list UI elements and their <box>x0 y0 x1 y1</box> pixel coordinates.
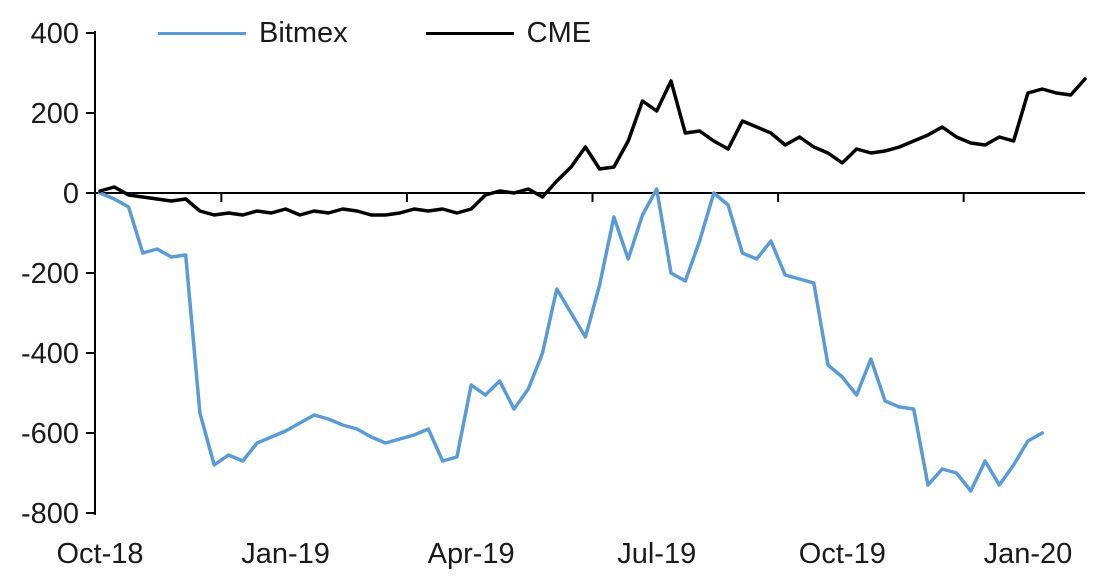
y-axis-label: -400 <box>21 338 79 370</box>
x-axis-label: Jul-19 <box>617 538 696 570</box>
bitmex-line-swatch <box>158 31 246 35</box>
x-axis-label: Oct-18 <box>56 538 143 570</box>
y-axis-label: -600 <box>21 418 79 450</box>
legend-label-bitmex: Bitmex <box>259 17 348 49</box>
legend-item-cme[interactable]: CME <box>425 16 592 50</box>
cme-series-line <box>98 77 1087 217</box>
y-axis-label: -800 <box>21 498 79 530</box>
legend-item-bitmex[interactable]: Bitmex <box>158 16 348 50</box>
x-axis-label: Jan-20 <box>984 538 1073 570</box>
x-axis-label: Apr-19 <box>428 538 515 570</box>
y-axis-label: 400 <box>31 18 79 50</box>
x-axis-label: Jan-19 <box>241 538 330 570</box>
x-axis-label: Oct-19 <box>799 538 886 570</box>
y-axis-label: 0 <box>63 178 79 210</box>
cme-line-swatch <box>425 31 514 35</box>
legend-label-cme: CME <box>526 17 592 49</box>
bitmex-series-line <box>98 187 1044 493</box>
chart-legend: Bitmex CME <box>158 16 591 50</box>
y-axis-label: 200 <box>31 98 79 130</box>
y-axis-label: -200 <box>21 258 79 290</box>
